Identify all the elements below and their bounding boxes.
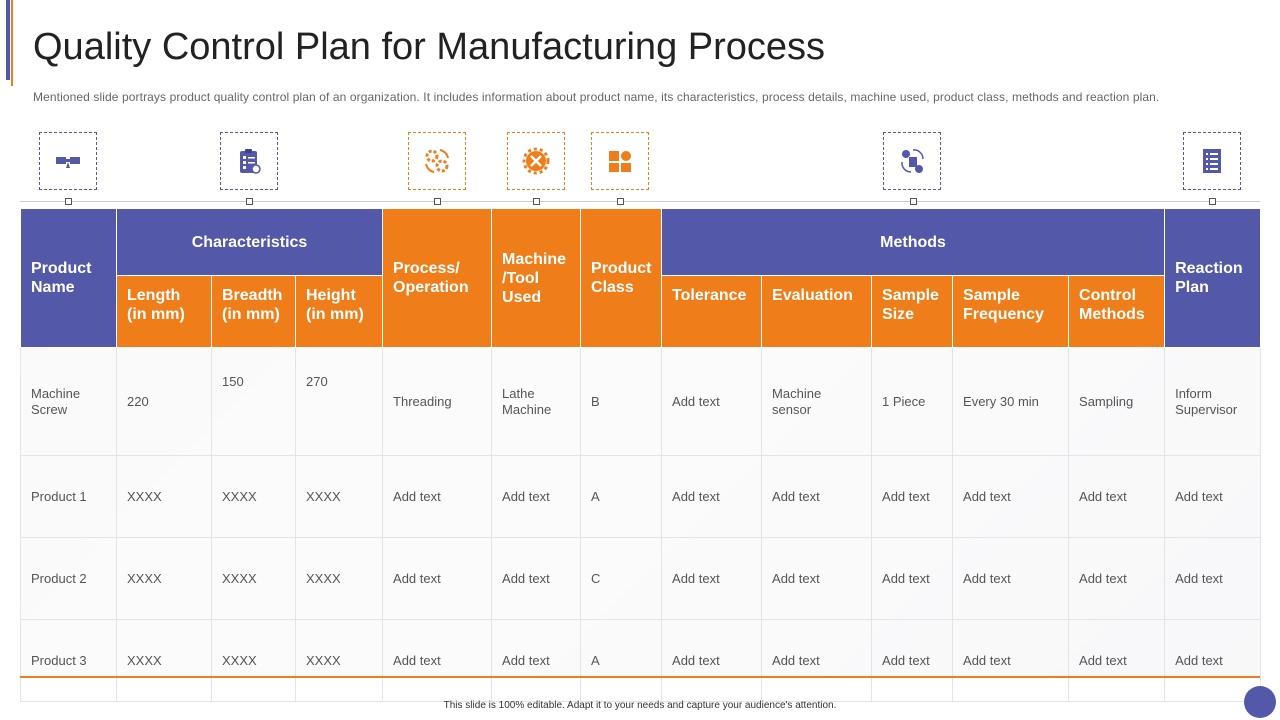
header-length: Length (in mm) — [116, 275, 212, 348]
icon-dot — [1209, 198, 1216, 205]
table-cell: 220 — [116, 347, 212, 456]
table-cell: Sampling — [1068, 347, 1166, 456]
table-row: Product 2 XXXX XXXX XXXX Add text Add te… — [20, 537, 1262, 620]
table-cell: Inform Supervisor — [1164, 347, 1262, 456]
table-cell: Add text — [1164, 619, 1262, 702]
table-cell: XXXX — [211, 537, 296, 620]
table-cell: Add text — [952, 619, 1070, 702]
gears-cycle-icon — [408, 132, 466, 190]
table-cell: 1 Piece — [871, 347, 954, 456]
icon-dot — [910, 198, 917, 205]
table-cell: Add text — [871, 619, 954, 702]
table-cell: 150 — [211, 347, 296, 456]
table-cell: Machine sensor — [761, 347, 873, 456]
table-cell: 270 — [294, 347, 384, 456]
header-product-class: Product Class — [580, 208, 663, 348]
table-cell: Add text — [1068, 537, 1166, 620]
control-plan-table-wrap: Product Name Characteristics Process/ Op… — [20, 208, 1262, 702]
header-evaluation: Evaluation — [761, 275, 873, 348]
header-control-methods: Control Methods — [1068, 275, 1166, 348]
table-cell: XXXX — [116, 537, 212, 620]
icon-connector-line — [20, 201, 1260, 202]
table-cell: XXXX — [116, 619, 212, 702]
table-cell: Add text — [1164, 537, 1262, 620]
header-process-operation: Process/ Operation — [382, 208, 493, 348]
table-cell: Add text — [661, 455, 763, 538]
blocks-icon — [591, 132, 649, 190]
icon-dot — [246, 198, 253, 205]
table-cell: Add text — [491, 537, 582, 620]
table-cell: Add text — [491, 455, 582, 538]
footer-note: This slide is 100% editable. Adapt it to… — [443, 700, 837, 711]
header-characteristics: Characteristics — [115, 208, 384, 276]
table-cell: Add text — [952, 455, 1070, 538]
document-list-icon — [1183, 132, 1241, 190]
table-cell: Product 3 — [20, 619, 117, 702]
header-sample-size: Sample Size — [871, 275, 954, 348]
table-cell: Add text — [661, 537, 763, 620]
header-row-sub: Length (in mm) Breadth (in mm) Height (i… — [21, 275, 1261, 348]
table-cell: Add text — [871, 537, 954, 620]
table-cell: Add text — [491, 619, 582, 702]
table-cell: B — [580, 347, 663, 456]
header-methods: Methods — [661, 208, 1166, 276]
header-tolerance: Tolerance — [661, 275, 763, 348]
header-machine-tool: Machine /Tool Used — [491, 208, 582, 348]
header-row-top: Product Name Characteristics Process/ Op… — [20, 208, 1262, 348]
page-subtitle: Mentioned slide portrays product quality… — [33, 90, 1160, 104]
table-cell: Add text — [382, 537, 493, 620]
table-cell: XXXX — [116, 455, 212, 538]
table-cell: XXXX — [211, 619, 296, 702]
table-cell: Add text — [761, 619, 873, 702]
control-plan-table: Product Name Characteristics Process/ Op… — [20, 208, 1262, 702]
ruler-icon — [39, 132, 97, 190]
table-row: Machine Screw 220 150 270 Threading Lath… — [20, 347, 1262, 456]
table-cell: A — [580, 619, 663, 702]
table-cell: Add text — [761, 537, 873, 620]
table-cell: Product 1 — [20, 455, 117, 538]
table-cell: XXXX — [294, 455, 384, 538]
table-row: Product 1 XXXX XXXX XXXX Add text Add te… — [20, 455, 1262, 538]
table-cell: Product 2 — [20, 537, 117, 620]
table-cell: Add text — [382, 619, 493, 702]
table-row: Product 3 XXXX XXXX XXXX Add text Add te… — [20, 619, 1262, 702]
table-cell: Threading — [382, 347, 493, 456]
accent-bar-orange — [11, 0, 13, 86]
table-cell: Add text — [871, 455, 954, 538]
idea-money-icon — [883, 132, 941, 190]
corner-circle-decoration — [1244, 686, 1276, 718]
accent-bar — [6, 0, 10, 80]
icon-dot — [65, 198, 72, 205]
table-cell: C — [580, 537, 663, 620]
table-cell: XXXX — [294, 619, 384, 702]
table-cell: Add text — [1164, 455, 1262, 538]
gear-tools-icon — [507, 132, 565, 190]
table-cell: Machine Screw — [20, 347, 117, 456]
icon-row — [0, 130, 1280, 210]
checklist-icon — [220, 132, 278, 190]
page-title: Quality Control Plan for Manufacturing P… — [33, 26, 826, 68]
header-breadth: Breadth (in mm) — [211, 275, 296, 348]
table-cell: Add text — [952, 537, 1070, 620]
table-cell: Add text — [661, 619, 763, 702]
icon-dot — [617, 198, 624, 205]
table-cell: A — [580, 455, 663, 538]
table-cell: Every 30 min — [952, 347, 1070, 456]
table-cell: XXXX — [294, 537, 384, 620]
header-product-name: Product Name — [20, 208, 117, 348]
table-cell: Add text — [761, 455, 873, 538]
table-bottom-line — [20, 676, 1260, 678]
table-cell: Lathe Machine — [491, 347, 582, 456]
table-cell: Add text — [382, 455, 493, 538]
table-cell: Add text — [661, 347, 763, 456]
header-reaction-plan: Reaction Plan — [1164, 208, 1262, 348]
header-sample-frequency: Sample Frequency — [952, 275, 1070, 348]
icon-dot — [533, 198, 540, 205]
header-height: Height (in mm) — [294, 275, 384, 348]
table-cell: XXXX — [211, 455, 296, 538]
icon-dot — [434, 198, 441, 205]
table-cell: Add text — [1068, 619, 1166, 702]
table-cell: Add text — [1068, 455, 1166, 538]
